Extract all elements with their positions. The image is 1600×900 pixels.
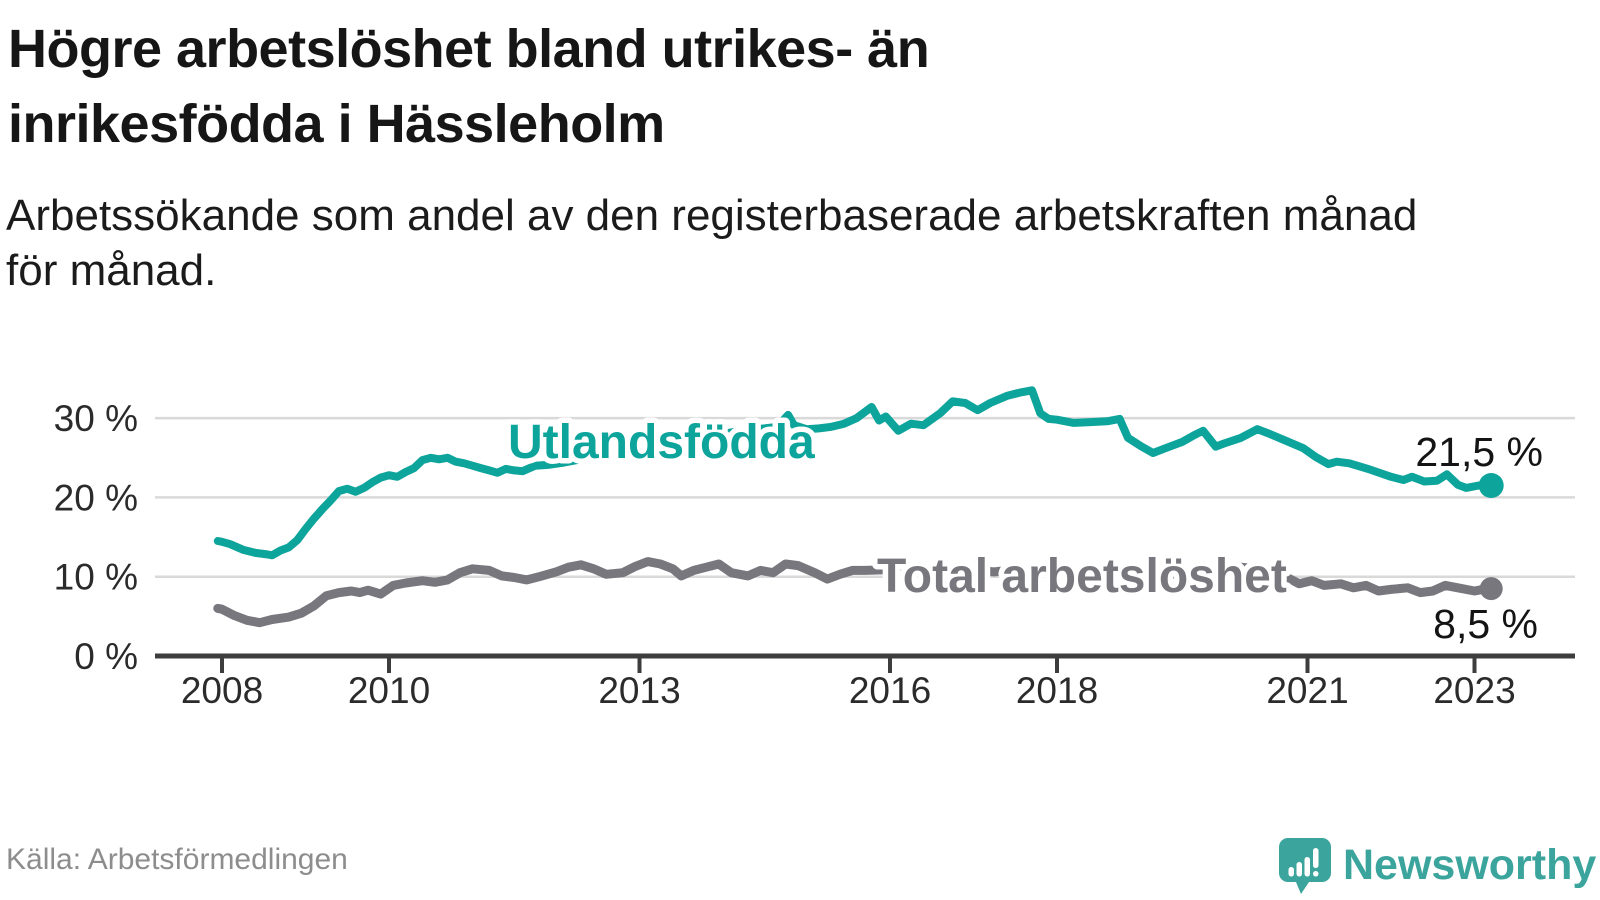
newsworthy-brand: Newsworthy bbox=[1278, 837, 1596, 895]
exclamation-dot-icon bbox=[1313, 871, 1319, 877]
newsworthy-logo bbox=[1279, 838, 1331, 894]
title-line-2: inrikesfödda i Hässleholm bbox=[8, 94, 665, 154]
end-value-label-utlandsfodda: 21,5 % bbox=[1415, 429, 1543, 475]
x-tick-label-2023: 2023 bbox=[1433, 670, 1515, 711]
newsworthy-wordmark: Newsworthy bbox=[1343, 841, 1597, 889]
x-tick-label-2016: 2016 bbox=[849, 670, 931, 711]
x-tick-label-2018: 2018 bbox=[1016, 670, 1098, 711]
subtitle-line-1: Arbetssökande som andel av den registerb… bbox=[6, 191, 1418, 240]
grid-layer bbox=[155, 416, 1575, 578]
series-end-dot-utlandsfodda bbox=[1478, 473, 1504, 499]
bar-chart-bar-2 bbox=[1296, 862, 1302, 877]
end-value-label-total: 8,5 % bbox=[1433, 601, 1538, 647]
exclamation-bar-icon bbox=[1313, 848, 1319, 868]
series-end-dot-total bbox=[1479, 577, 1503, 601]
bar-chart-bar-1 bbox=[1288, 867, 1294, 877]
axis-layer: 0 % 10 % 20 % 30 % 2008 2010 2013 2016 2018 2021 2… bbox=[54, 398, 1575, 711]
y-tick-label-30: 30 % bbox=[54, 398, 138, 439]
series-label-utlandsfodda: Utlandsfödda bbox=[508, 416, 815, 469]
title-line-1: Högre arbetslöshet bland utrikes- än bbox=[8, 19, 930, 79]
chart-subtitle: Arbetssökande som andel av den registerb… bbox=[6, 188, 1417, 298]
series-line-utlandsfodda bbox=[213, 386, 1496, 560]
series-line-total bbox=[213, 557, 1496, 628]
bar-chart-bar-3 bbox=[1304, 857, 1310, 877]
x-tick-label-2013: 2013 bbox=[598, 670, 680, 711]
subtitle-line-2: för månad. bbox=[6, 246, 217, 295]
series-label-total-arbetsloshet: Total arbetslöshet bbox=[877, 550, 1287, 603]
y-tick-label-20: 20 % bbox=[54, 477, 138, 518]
x-tick-label-2021: 2021 bbox=[1266, 670, 1348, 711]
speech-bubble-icon bbox=[1279, 838, 1331, 894]
source-note: Källa: Arbetsförmedlingen bbox=[6, 843, 348, 876]
page-title: Högre arbetslöshet bland utrikes- än inr… bbox=[8, 12, 930, 162]
x-tick-label-2010: 2010 bbox=[348, 670, 430, 711]
y-tick-label-0: 0 % bbox=[74, 636, 138, 677]
series-layer bbox=[213, 386, 1504, 628]
x-tick-label-2008: 2008 bbox=[181, 670, 263, 711]
y-tick-label-10: 10 % bbox=[54, 557, 138, 598]
